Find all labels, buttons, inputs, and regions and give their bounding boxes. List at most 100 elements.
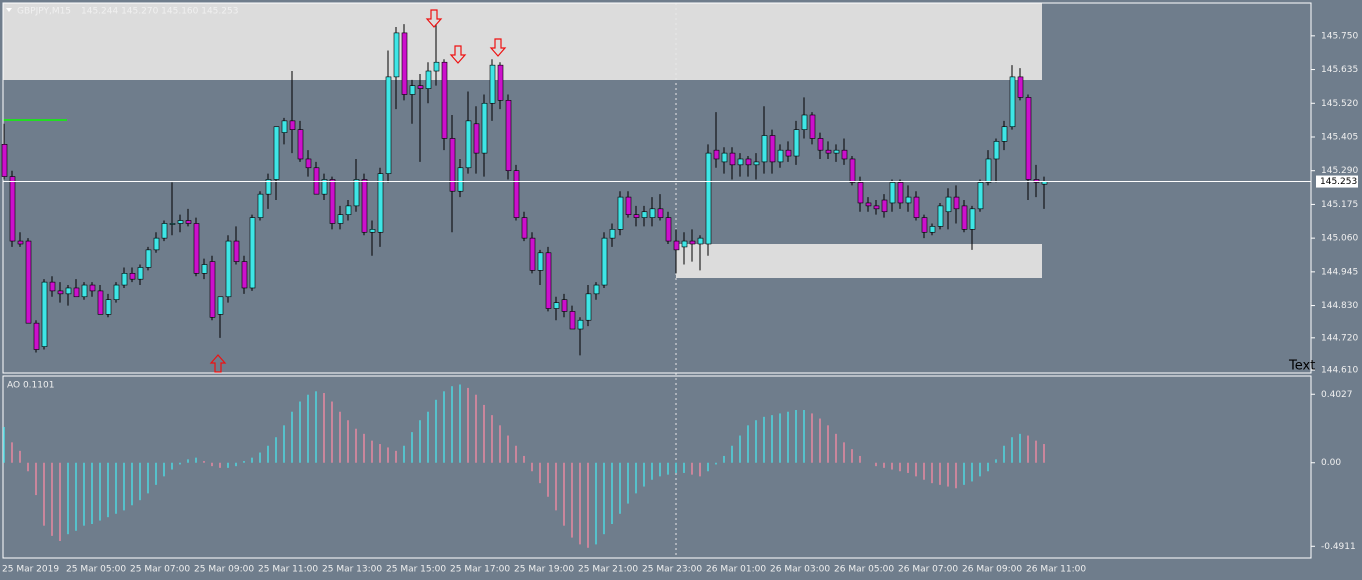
candle-body	[841, 149, 848, 160]
candle-body	[977, 182, 984, 210]
candle-body	[489, 64, 496, 104]
y-tick-label: 0.00	[1321, 458, 1341, 468]
candle-body	[233, 240, 240, 262]
candle-body	[681, 240, 688, 248]
candle-body	[457, 167, 464, 192]
candle-body	[113, 284, 120, 301]
candle-body	[729, 152, 736, 166]
x-tick-label: 25 Mar 05:00	[66, 565, 126, 575]
x-tick-label: 26 Mar 09:00	[962, 565, 1022, 575]
candle-body	[657, 208, 664, 218]
candle-body	[857, 182, 864, 204]
candle-body	[289, 120, 296, 130]
candle-body	[281, 120, 288, 133]
candle-body	[937, 205, 944, 227]
candle-body	[201, 264, 208, 274]
candle-body	[737, 158, 744, 166]
y-tick-label: 144.610	[1321, 366, 1358, 376]
x-tick-label: 25 Mar 15:00	[386, 565, 446, 575]
candle-body	[529, 237, 536, 271]
down-arrow	[425, 9, 443, 28]
y-tick-label: 145.405	[1321, 132, 1358, 142]
y-tick-label: -0.4911	[1321, 542, 1356, 552]
candle-body	[329, 179, 336, 224]
candle-body	[721, 152, 728, 163]
candle-body	[881, 199, 888, 213]
candle-body	[633, 214, 640, 218]
candle-body	[409, 85, 416, 95]
candle-body	[345, 205, 352, 215]
candle-body	[945, 196, 952, 213]
x-tick-label: 25 Mar 13:00	[322, 565, 382, 575]
candle-body	[257, 193, 264, 218]
y-tick-label: 145.520	[1321, 99, 1358, 109]
candle-body	[1025, 97, 1032, 180]
x-tick-label: 26 Mar 03:00	[770, 565, 830, 575]
candle-body	[561, 299, 568, 312]
candle-body	[481, 102, 488, 154]
x-tick-label: 26 Mar 01:00	[706, 565, 766, 575]
candle-body	[273, 126, 280, 180]
candle-body	[817, 138, 824, 151]
candle-body	[873, 205, 880, 210]
y-tick-label: 145.750	[1321, 31, 1358, 41]
down-arrow	[489, 38, 507, 57]
ao-frame	[2, 375, 1312, 559]
candle-body	[785, 149, 792, 157]
candle-body	[769, 135, 776, 163]
candle-body	[1033, 179, 1040, 183]
candle-body	[905, 196, 912, 204]
annotation: Text	[1288, 359, 1315, 374]
candle-body	[369, 229, 376, 233]
candle-body	[505, 100, 512, 172]
y-tick-label: 144.945	[1321, 267, 1358, 277]
candle-body	[401, 32, 408, 95]
menu-icon[interactable]	[6, 8, 12, 12]
x-tick-label: 25 Mar 2019	[2, 565, 59, 575]
candle-body	[169, 223, 176, 225]
candle-body	[377, 173, 384, 233]
candle-body	[57, 290, 64, 295]
candle-body	[617, 196, 624, 230]
down-arrow	[449, 45, 467, 64]
candle-body	[385, 76, 392, 174]
x-tick-label: 25 Mar 23:00	[642, 565, 702, 575]
candle-body	[689, 240, 696, 245]
x-tick-label: 25 Mar 11:00	[258, 565, 318, 575]
candle-body	[609, 229, 616, 239]
candle-body	[641, 211, 648, 218]
candle-body	[1, 144, 8, 177]
candle-body	[825, 149, 832, 154]
candle-body	[265, 179, 272, 195]
candle-body	[153, 237, 160, 251]
candle-body	[25, 240, 32, 324]
candle-body	[185, 220, 192, 224]
candle-body	[17, 240, 24, 245]
candle-body	[433, 61, 440, 72]
candle-body	[161, 223, 168, 239]
x-tick-label: 26 Mar 11:00	[1026, 565, 1086, 575]
candle-body	[849, 158, 856, 183]
candle-body	[145, 249, 152, 268]
candle-body	[545, 252, 552, 309]
candle-body	[697, 237, 704, 245]
candle-body	[497, 64, 504, 101]
candle-body	[513, 170, 520, 218]
ao-title: AO 0.1101	[7, 381, 54, 391]
candle-body	[41, 281, 48, 347]
candle-body	[449, 138, 456, 192]
candle-body	[969, 208, 976, 230]
candle-body	[745, 158, 752, 166]
candle-body	[577, 319, 584, 330]
candle-body	[601, 237, 608, 286]
candle-body	[889, 182, 896, 204]
x-tick-label: 25 Mar 21:00	[578, 565, 638, 575]
candle-body	[553, 302, 560, 309]
y-tick-label: 144.830	[1321, 301, 1358, 311]
y-tick-label: 0.4027	[1321, 390, 1353, 400]
candle-body	[121, 273, 128, 286]
candle-body	[217, 296, 224, 315]
candle-body	[705, 152, 712, 245]
candle-body	[249, 217, 256, 289]
candle-body	[585, 293, 592, 321]
